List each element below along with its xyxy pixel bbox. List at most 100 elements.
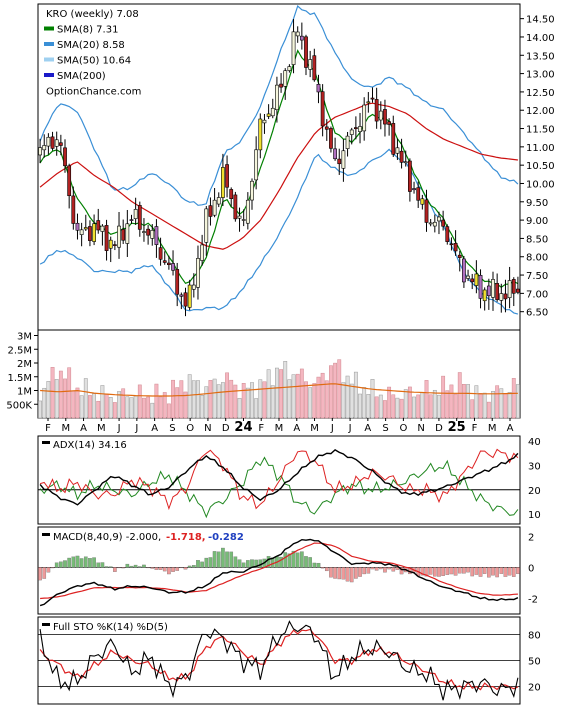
macd-histogram-bar	[499, 567, 504, 574]
x-axis-label: F	[45, 423, 51, 434]
macd-histogram-bar	[71, 556, 76, 568]
macd-histogram-bar	[491, 567, 495, 576]
candle-body	[341, 150, 346, 169]
macd-histogram-bar	[100, 562, 105, 568]
candle-body	[453, 243, 458, 252]
x-axis-label: O	[399, 423, 407, 434]
macd-histogram-bar	[233, 556, 238, 568]
candle-body	[312, 55, 317, 81]
candle-body	[474, 273, 479, 286]
candle-body	[142, 231, 146, 233]
price-tick-label: 13.00	[526, 70, 555, 81]
x-axis-label: M	[275, 423, 284, 434]
adx-tick-label: 40	[528, 437, 541, 448]
x-axis-label: D	[222, 423, 230, 434]
macd-histogram-bar	[204, 557, 209, 568]
candle-body	[100, 225, 105, 232]
macd-histogram-bar	[329, 567, 333, 578]
candle-body	[441, 219, 446, 227]
candle-body	[395, 147, 400, 154]
candle-body	[125, 223, 130, 244]
volume-bar	[412, 396, 416, 419]
macd-histogram-bar	[225, 551, 229, 568]
candle-body	[412, 188, 416, 191]
candle-body	[250, 180, 254, 201]
volume-bar	[312, 383, 317, 419]
macd-histogram-bar	[457, 567, 462, 574]
macd-histogram-bar	[283, 552, 288, 568]
volume-bar	[67, 367, 72, 419]
macd-histogram-bar	[175, 567, 180, 571]
price-tick-label: 13.50	[526, 51, 555, 62]
volume-bar	[112, 402, 117, 419]
candle-body	[212, 199, 217, 216]
macd-histogram-bar	[358, 567, 362, 577]
sto-legend-swatch	[42, 623, 50, 626]
x-axis-label: J	[117, 423, 121, 434]
candle-body	[96, 220, 101, 231]
volume-bar	[295, 373, 300, 419]
legend-label: SMA(20) 8.58	[57, 40, 125, 51]
candle-body	[58, 142, 63, 146]
x-axis-label: J	[134, 423, 138, 434]
macd-histogram-bar	[466, 567, 470, 573]
legend-label: SMA(50) 10.64	[57, 56, 131, 67]
macd-histogram-bar	[63, 560, 67, 568]
candle-body	[378, 110, 383, 121]
x-axis-label: N	[417, 423, 424, 434]
price-tick-label: 12.00	[526, 106, 555, 117]
adx-title: ADX(14) 34.16	[53, 440, 127, 451]
x-axis-label: M	[310, 423, 319, 434]
macd-tick-label: 0	[528, 563, 534, 574]
sto-tick-label: 20	[528, 683, 541, 694]
volume-bar	[121, 388, 126, 419]
volume-bar	[432, 389, 437, 419]
volume-bar	[333, 362, 338, 419]
candle-body	[221, 167, 225, 198]
candle-body	[191, 284, 196, 290]
x-axis-label: O	[186, 423, 194, 434]
x-axis-label: A	[364, 423, 371, 434]
macd-histogram-bar	[441, 567, 445, 576]
volume-tick-label: 1.5M	[7, 373, 32, 384]
volume-bar	[437, 394, 441, 419]
macd-histogram-bar	[266, 556, 271, 568]
macd-histogram-bar	[324, 567, 329, 572]
macd-histogram-bar	[137, 566, 142, 568]
volume-bar	[299, 368, 304, 419]
volume-bar	[366, 394, 371, 419]
volume-bar	[320, 372, 325, 419]
macd-histogram-bar	[133, 564, 138, 568]
adx-tick-label: 10	[528, 510, 541, 521]
volume-bar	[71, 390, 76, 419]
macd-histogram-bar	[516, 567, 520, 574]
candle-body	[308, 59, 313, 70]
candle-body	[295, 31, 300, 37]
macd-histogram-bar	[92, 557, 96, 568]
macd-histogram-bar	[113, 567, 117, 572]
candle-body	[399, 150, 404, 163]
macd-histogram-bar	[420, 567, 425, 576]
candle-body	[158, 247, 163, 260]
price-tick-label: 9.00	[526, 216, 548, 227]
volume-bar	[428, 394, 433, 419]
candle-body	[150, 230, 155, 239]
candle-body	[482, 289, 487, 302]
candle-body	[133, 209, 138, 219]
candle-body	[416, 187, 421, 201]
macd-histogram-bar	[83, 556, 88, 568]
candle-body	[374, 99, 379, 122]
candle-body	[54, 139, 59, 147]
volume-tick-label: 2M	[17, 359, 32, 370]
candle-body	[391, 123, 396, 155]
volume-bar	[216, 384, 221, 419]
volume-bar	[42, 387, 47, 419]
volume-bar	[395, 397, 400, 419]
candle-body	[353, 127, 358, 130]
volume-bar	[179, 380, 184, 419]
macd-histogram-bar	[341, 567, 346, 580]
macd-histogram-bar	[208, 557, 213, 568]
macd-histogram-bar	[229, 551, 234, 568]
macd-histogram-bar	[300, 551, 304, 568]
macd-histogram-bar	[279, 556, 283, 568]
